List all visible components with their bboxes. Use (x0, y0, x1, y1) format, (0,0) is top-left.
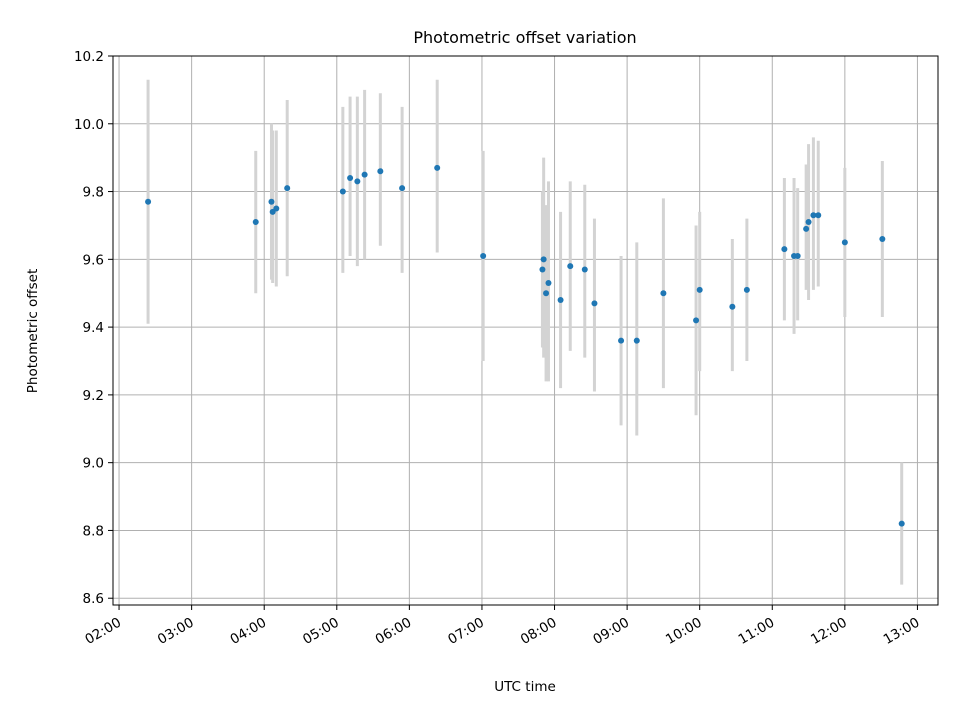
data-point (743, 286, 750, 293)
x-tick-label: 05:00 (300, 615, 342, 648)
data-point (145, 198, 152, 205)
data-point (567, 263, 574, 270)
y-tick-label: 9.4 (83, 320, 104, 336)
data-point (781, 246, 788, 253)
data-point (693, 317, 700, 324)
data-point (841, 239, 848, 246)
y-tick-label: 9.2 (83, 388, 104, 404)
data-point (879, 236, 886, 242)
data-point (805, 219, 812, 226)
x-tick-label: 07:00 (445, 615, 487, 648)
chart-title: Photometric offset variation (413, 28, 636, 47)
data-point (284, 185, 291, 192)
data-point (543, 290, 550, 297)
data-point (434, 164, 441, 171)
data-point (660, 290, 667, 297)
x-tick-label: 12:00 (808, 615, 850, 648)
data-point (729, 303, 736, 310)
data-point (252, 219, 259, 226)
data-point (354, 178, 361, 185)
data-point (794, 252, 801, 259)
data-point (540, 256, 547, 263)
data-point (898, 520, 905, 527)
x-tick-label: 10:00 (663, 615, 705, 648)
x-axis-label: UTC time (494, 679, 556, 695)
x-tick-label: 04:00 (228, 615, 270, 648)
y-tick-label: 9.8 (83, 185, 104, 201)
data-point (339, 188, 346, 195)
data-point (618, 337, 625, 344)
y-tick-label: 8.6 (83, 591, 104, 607)
grid (113, 55, 938, 605)
x-tick-label: 02:00 (82, 615, 124, 648)
data-point (696, 286, 703, 293)
data-point (810, 212, 817, 219)
y-tick-label: 8.8 (83, 523, 104, 539)
data-point (581, 266, 588, 273)
x-tick-label: 11:00 (736, 615, 778, 648)
x-tick-label: 03:00 (155, 615, 197, 648)
data-point (803, 225, 810, 232)
y-axis-label: Photometric offset (25, 269, 41, 393)
error-bars (146, 79, 904, 585)
data-point (347, 175, 354, 181)
y-tick-label: 9.6 (83, 252, 104, 268)
x-tick-label: 09:00 (590, 615, 632, 648)
data-point (399, 185, 406, 192)
data-point (377, 168, 384, 175)
data-point (815, 212, 822, 219)
data-point (361, 171, 368, 178)
y-tick-label: 9.0 (83, 456, 104, 472)
x-axis: 02:00 03:00 04:00 05:00 06:00 07:00 08:00 09:00… (82, 605, 922, 648)
data-point (268, 198, 275, 205)
data-point (557, 297, 564, 303)
data-point (480, 252, 487, 259)
plot-frame (112, 55, 939, 606)
x-tick-label: 06:00 (373, 615, 415, 648)
data-point (633, 337, 640, 344)
y-axis: 8.6 8.8 9.0 9.2 9.4 9.6 9.8 10.0 10.2 (74, 49, 113, 607)
data-point (539, 266, 546, 273)
data-point (591, 300, 598, 307)
data-points (145, 164, 905, 527)
data-point (273, 205, 280, 212)
x-tick-label: 13:00 (881, 615, 923, 648)
y-tick-label: 10.0 (74, 117, 104, 133)
x-tick-label: 08:00 (518, 615, 560, 648)
y-tick-label: 10.2 (74, 49, 104, 65)
data-point (545, 280, 552, 287)
